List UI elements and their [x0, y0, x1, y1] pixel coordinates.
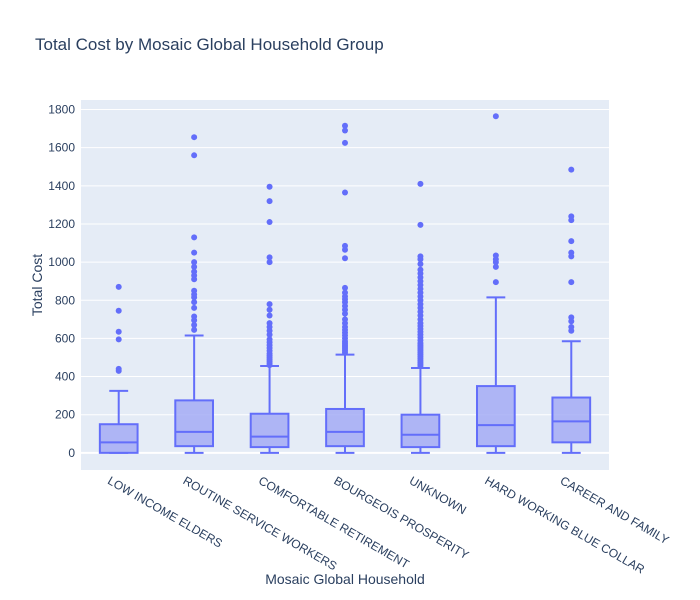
- outlier-point: [342, 255, 348, 262]
- box-iqr: [476, 385, 516, 448]
- outlier-point: [191, 259, 198, 266]
- outlier-point: [342, 284, 348, 291]
- outlier-point: [492, 252, 499, 259]
- box-iqr: [325, 407, 365, 448]
- outlier-point: [266, 254, 273, 261]
- box-trace[interactable]: [476, 113, 516, 454]
- outlier-point: [266, 312, 273, 319]
- outlier-point: [342, 127, 348, 134]
- x-axis-title: Mosaic Global Household: [265, 571, 425, 587]
- outlier-point: [191, 313, 198, 320]
- outlier-point: [568, 323, 575, 330]
- outlier-point: [115, 365, 122, 372]
- outlier-point: [568, 166, 575, 173]
- outlier-point: [492, 263, 499, 270]
- outlier-point: [266, 259, 273, 266]
- outlier-point: [266, 183, 273, 190]
- box-trace[interactable]: [400, 180, 441, 454]
- outlier-point: [115, 336, 122, 343]
- outlier-point: [568, 238, 575, 245]
- y-tick-label: 200: [55, 408, 75, 422]
- outlier-point: [191, 134, 198, 141]
- box-trace[interactable]: [551, 166, 592, 454]
- outlier-point: [568, 249, 575, 256]
- outlier-point: [191, 287, 198, 294]
- outlier-point: [417, 266, 424, 273]
- box-trace[interactable]: [249, 183, 290, 454]
- outlier-point: [492, 113, 499, 120]
- y-tick-label: 1200: [48, 217, 75, 231]
- outlier-point: [417, 221, 424, 228]
- outlier-point: [191, 152, 198, 159]
- outlier-point: [568, 314, 575, 321]
- outlier-point: [191, 249, 198, 256]
- box-iqr: [551, 396, 592, 444]
- x-tick-label: BOURGEOIS PROSPERITY: [332, 473, 472, 562]
- y-tick-label: 1600: [48, 141, 75, 155]
- outlier-point: [115, 307, 122, 314]
- y-tick-labels: 0 200 400 600 800 1000 1200 1400 1600 1800: [48, 103, 75, 460]
- outlier-point: [266, 306, 273, 313]
- outlier-point: [342, 122, 348, 129]
- y-tick-label: 0: [68, 446, 75, 460]
- y-tick-label: 1400: [48, 179, 75, 193]
- outlier-point: [342, 316, 348, 323]
- outlier-point: [342, 242, 348, 249]
- outlier-point: [115, 283, 122, 290]
- outlier-point: [191, 326, 198, 333]
- outlier-point: [266, 219, 273, 226]
- outlier-point: [191, 268, 198, 275]
- y-tick-label: 1800: [48, 103, 75, 117]
- outlier-point: [342, 289, 348, 296]
- box-traces: [98, 113, 592, 454]
- y-tick-label: 400: [55, 370, 75, 384]
- outlier-point: [417, 261, 424, 268]
- y-axis-title: Total Cost: [29, 254, 45, 316]
- outlier-point: [191, 304, 198, 311]
- box-trace[interactable]: [325, 122, 365, 454]
- outlier-point: [266, 301, 273, 308]
- y-tick-label: 600: [55, 331, 75, 345]
- box-iqr: [400, 413, 441, 449]
- outlier-point: [417, 253, 424, 260]
- box-iqr: [174, 399, 215, 448]
- outlier-point: [191, 299, 198, 306]
- outlier-point: [568, 279, 575, 286]
- outlier-point: [266, 336, 273, 343]
- chart-title: Total Cost by Mosaic Global Household Gr…: [35, 35, 384, 54]
- box-trace[interactable]: [174, 134, 215, 454]
- box-trace[interactable]: [98, 283, 139, 454]
- box-iqr: [249, 412, 290, 449]
- outlier-point: [342, 139, 348, 146]
- outlier-point: [492, 279, 499, 286]
- outlier-point: [191, 234, 198, 241]
- outlier-point: [191, 322, 198, 329]
- y-tick-label: 800: [55, 293, 75, 307]
- outlier-point: [266, 198, 273, 205]
- outlier-point: [417, 180, 424, 187]
- x-tick-label: UNKNOWN: [407, 473, 469, 517]
- y-tick-label: 1000: [48, 255, 75, 269]
- outlier-point: [115, 328, 122, 335]
- outlier-point: [191, 263, 198, 270]
- box-iqr: [98, 423, 139, 454]
- outlier-point: [266, 320, 273, 327]
- x-tick-label: ROUTINE SERVICE WORKERS: [181, 473, 340, 573]
- outlier-point: [568, 213, 575, 220]
- outlier-point: [342, 189, 348, 196]
